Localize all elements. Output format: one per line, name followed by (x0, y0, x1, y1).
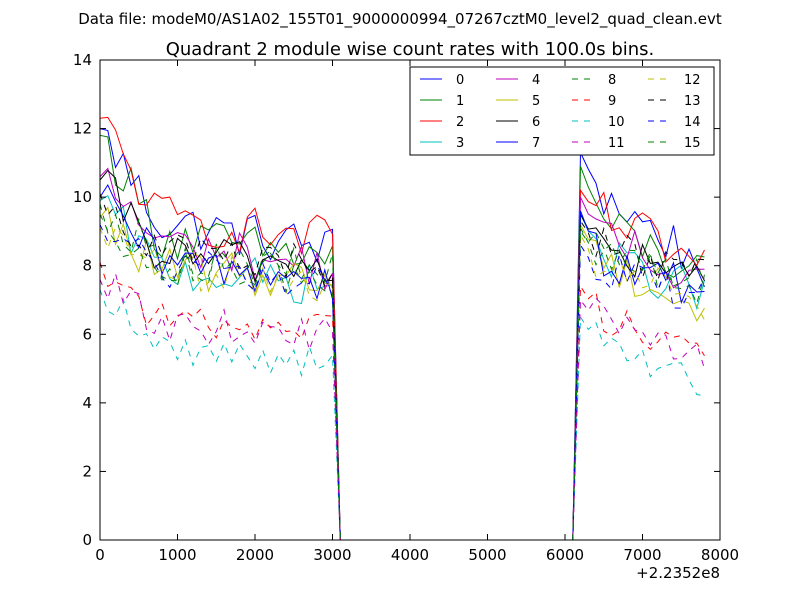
legend-label-3: 3 (456, 136, 464, 151)
y-tick-label: 14 (73, 51, 92, 69)
y-tick-label: 8 (82, 257, 92, 275)
series-line-6 (100, 169, 705, 540)
legend-label-1: 1 (456, 94, 464, 109)
x-offset-label: +2.2352e8 (636, 564, 720, 582)
legend-label-2: 2 (456, 115, 464, 130)
x-tick-label: 0 (95, 546, 105, 564)
legend-label-8: 8 (608, 73, 616, 88)
series-line-14 (100, 224, 705, 540)
series-line-3 (100, 194, 705, 540)
legend-label-0: 0 (456, 73, 464, 88)
x-tick-label: 1000 (158, 546, 196, 564)
series-line-9 (100, 262, 705, 540)
legend-label-6: 6 (532, 115, 540, 130)
y-tick-label: 10 (73, 188, 92, 206)
series-line-5 (100, 206, 705, 540)
legend-label-10: 10 (608, 115, 625, 130)
legend-label-14: 14 (684, 115, 701, 130)
x-tick-label: 4000 (391, 546, 429, 564)
legend-label-7: 7 (532, 136, 540, 151)
series-line-8 (100, 203, 705, 540)
legend-box (409, 66, 715, 156)
series-line-15 (100, 214, 705, 540)
x-tick-label: 5000 (468, 546, 506, 564)
y-tick-label: 4 (82, 394, 92, 412)
legend-label-15: 15 (684, 136, 701, 151)
legend-label-12: 12 (684, 73, 701, 88)
plot-area (100, 116, 705, 540)
x-tick-label: 7000 (623, 546, 661, 564)
x-tick-label: 3000 (313, 546, 351, 564)
y-tick-label: 2 (82, 462, 92, 480)
y-tick-label: 0 (82, 531, 92, 549)
series-line-1 (100, 134, 705, 540)
series-line-12 (100, 226, 705, 540)
y-tick-label: 6 (82, 325, 92, 343)
chart-title: Quadrant 2 module wise count rates with … (166, 39, 655, 60)
series-line-4 (100, 167, 705, 540)
x-tick-label: 8000 (701, 546, 739, 564)
legend-label-4: 4 (532, 73, 540, 88)
series-line-7 (100, 183, 705, 540)
series-line-0 (100, 128, 705, 540)
legend-label-13: 13 (684, 94, 701, 109)
legend-label-11: 11 (608, 136, 625, 151)
series-line-10 (100, 289, 705, 540)
suptitle: Data file: modeM0/AS1A02_155T01_90000009… (78, 10, 722, 29)
y-tick-label: 12 (73, 120, 92, 138)
axes: 0 1000 2000 3000 4000 5000 6000 7000 80000246810… (73, 51, 739, 564)
series-line-13 (100, 193, 705, 540)
x-tick-label: 6000 (546, 546, 584, 564)
series-line-2 (100, 116, 705, 540)
x-tick-label: 2000 (236, 546, 274, 564)
legend-label-9: 9 (608, 94, 616, 109)
series-line-11 (100, 271, 705, 540)
legend-label-5: 5 (532, 94, 540, 109)
